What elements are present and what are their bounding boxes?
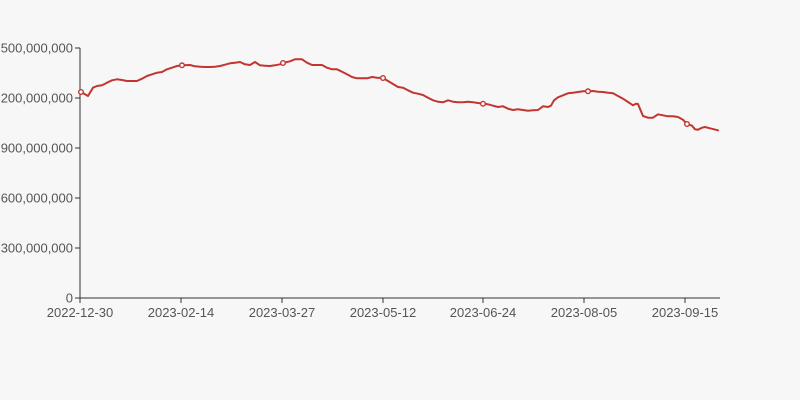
x-axis-label: 2023-08-05 xyxy=(551,305,618,320)
y-axis-label: 600,000,000 xyxy=(1,191,73,206)
x-axis-label: 2023-02-14 xyxy=(148,305,215,320)
data-point-marker xyxy=(280,60,287,67)
x-axis-label: 2023-06-24 xyxy=(450,305,517,320)
data-point-marker xyxy=(178,62,185,69)
y-axis-label: 0 xyxy=(66,291,73,306)
y-axis-label: 1,500,000,000 xyxy=(0,41,73,56)
data-point-marker xyxy=(684,120,691,127)
y-axis-label: 900,000,000 xyxy=(1,141,73,156)
data-point-marker xyxy=(585,88,592,95)
data-point-marker xyxy=(77,88,84,95)
x-axis-label: 2023-09-15 xyxy=(652,305,719,320)
data-point-marker xyxy=(480,100,487,107)
y-axis-label: 300,000,000 xyxy=(1,241,73,256)
data-point-marker xyxy=(380,74,387,81)
series-line xyxy=(80,58,719,132)
y-axis-label: 1,200,000,000 xyxy=(0,91,73,106)
x-axis-label: 2023-05-12 xyxy=(350,305,417,320)
x-axis-label: 2022-12-30 xyxy=(47,305,114,320)
x-axis-label: 2023-03-27 xyxy=(249,305,316,320)
